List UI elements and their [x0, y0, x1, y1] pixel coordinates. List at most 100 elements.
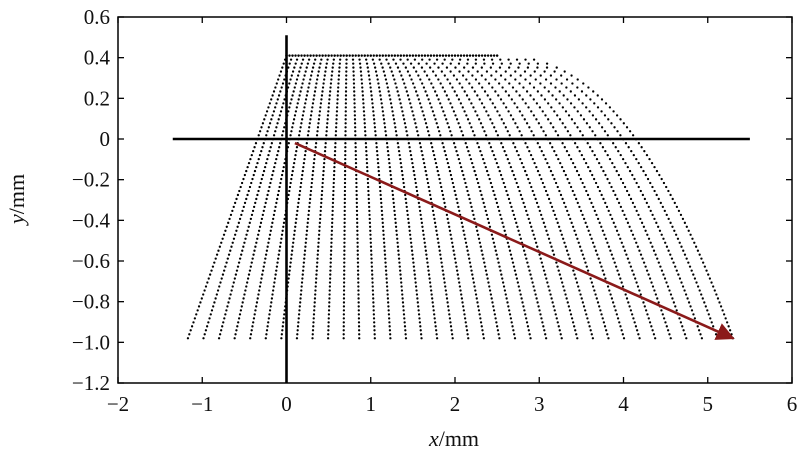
- data-point: [343, 253, 346, 256]
- data-point: [328, 98, 331, 101]
- data-point: [237, 221, 241, 224]
- data-point: [647, 205, 650, 209]
- data-point: [630, 229, 633, 232]
- data-point: [456, 154, 459, 157]
- data-point: [380, 201, 383, 205]
- data-point: [311, 102, 315, 105]
- data-point: [248, 269, 252, 272]
- data-point: [343, 269, 346, 272]
- data-point: [535, 102, 539, 105]
- data-point: [476, 229, 479, 232]
- data-point: [469, 157, 473, 161]
- data-point: [305, 237, 308, 240]
- data-point: [669, 253, 672, 256]
- data-point: [465, 329, 469, 332]
- data-point: [699, 333, 702, 336]
- data-point: [344, 98, 348, 101]
- data-point: [517, 66, 520, 69]
- data-point: [289, 261, 292, 264]
- data-point: [471, 86, 474, 89]
- data-point: [571, 225, 575, 228]
- data-point: [292, 165, 295, 169]
- data-point: [577, 173, 581, 177]
- data-point: [576, 126, 579, 129]
- data-point: [453, 90, 456, 93]
- data-point: [518, 82, 521, 85]
- data-point: [552, 126, 555, 129]
- data-point: [489, 181, 493, 185]
- data-point: [269, 229, 272, 232]
- data-point: [536, 245, 539, 248]
- data-point: [402, 181, 405, 185]
- data-point: [411, 165, 415, 169]
- data-point: [463, 317, 467, 320]
- data-point: [468, 54, 472, 57]
- data-point: [429, 285, 432, 288]
- data-point: [525, 209, 528, 213]
- data-point: [267, 241, 270, 244]
- data-point: [242, 177, 245, 181]
- data-point: [382, 70, 385, 73]
- data-point: [565, 297, 568, 300]
- data-point: [378, 58, 381, 61]
- data-point: [707, 313, 710, 316]
- data-point: [616, 269, 619, 272]
- data-point: [311, 169, 315, 173]
- data-point: [343, 217, 346, 220]
- data-point: [480, 54, 484, 57]
- data-point: [530, 225, 533, 228]
- data-point: [361, 90, 364, 93]
- data-point: [636, 245, 639, 248]
- data-point: [381, 54, 384, 57]
- data-point: [388, 94, 391, 97]
- data-point: [471, 66, 475, 69]
- data-point: [418, 321, 422, 324]
- data-point: [663, 277, 667, 280]
- data-point: [368, 217, 371, 220]
- data-point: [596, 94, 599, 97]
- data-point: [435, 337, 439, 340]
- data-point: [283, 161, 286, 165]
- data-point: [280, 177, 283, 181]
- data-point: [606, 177, 609, 181]
- data-point: [261, 213, 264, 217]
- data-point: [556, 221, 559, 224]
- data-point: [716, 337, 719, 340]
- data-point: [608, 106, 612, 109]
- data-point: [345, 70, 348, 73]
- data-point: [420, 221, 424, 224]
- data-point: [261, 173, 265, 177]
- data-point: [713, 289, 716, 292]
- data-point: [409, 154, 413, 157]
- data-point: [712, 285, 715, 288]
- data-point: [434, 74, 438, 77]
- data-point: [560, 165, 564, 169]
- data-point: [641, 193, 645, 197]
- data-point: [468, 261, 472, 264]
- data-point: [278, 245, 282, 248]
- data-point: [384, 261, 387, 264]
- data-point: [458, 281, 461, 284]
- data-point: [397, 146, 400, 149]
- data-point: [601, 317, 604, 320]
- data-point: [456, 201, 459, 205]
- data-point: [264, 201, 267, 205]
- data-point: [345, 54, 348, 57]
- data-point: [433, 317, 436, 320]
- data-point: [412, 169, 415, 173]
- data-point: [277, 189, 280, 193]
- data-point: [334, 134, 337, 137]
- data-point: [638, 249, 641, 252]
- data-point: [407, 217, 410, 220]
- data-point: [374, 134, 377, 137]
- data-point: [432, 70, 435, 73]
- data-point: [552, 253, 556, 256]
- data-point: [588, 110, 591, 113]
- data-point: [507, 245, 511, 248]
- data-point: [544, 134, 547, 137]
- data-point: [253, 313, 256, 316]
- data-point: [447, 54, 451, 57]
- data-point: [432, 150, 435, 153]
- data-point: [385, 285, 389, 288]
- data-point: [453, 54, 457, 57]
